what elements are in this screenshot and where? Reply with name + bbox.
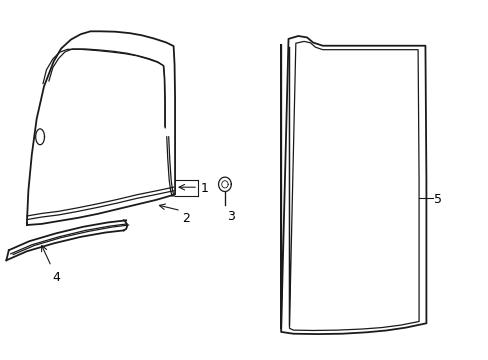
Text: 1: 1	[200, 182, 208, 195]
Text: 3: 3	[227, 210, 235, 222]
Text: 5: 5	[433, 193, 441, 206]
Text: 2: 2	[182, 212, 190, 225]
Text: 4: 4	[53, 271, 61, 284]
